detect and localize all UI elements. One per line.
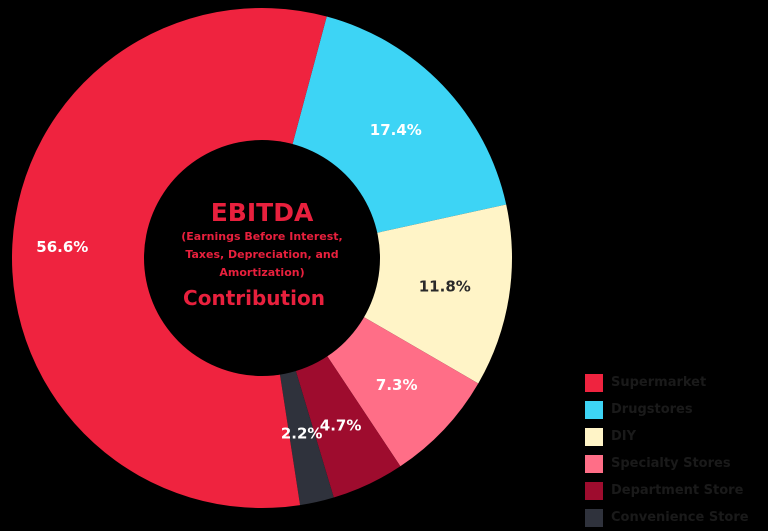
slice-label-supermarket: 56.6% (36, 238, 88, 256)
legend-swatch (585, 373, 603, 392)
slice-label-specialty-stores: 7.3% (376, 376, 418, 394)
center-title: EBITDA (211, 198, 314, 227)
legend-item-diy: DIY (585, 423, 768, 450)
legend-item-specialty-stores: Specialty Stores (585, 450, 768, 477)
legend-item-drugstores: Drugstores (585, 396, 768, 423)
center-subtitle-line-2: Taxes, Depreciation, and (185, 248, 338, 261)
legend-label: Drugstores (611, 402, 693, 417)
slice-label-department-store: 4.7% (320, 416, 362, 434)
legend-swatch (585, 481, 603, 500)
legend-item-convenience-store: Convenience Store (585, 504, 768, 531)
center-footer: Contribution (183, 286, 325, 310)
legend-label: Convenience Store (611, 510, 749, 525)
legend-swatch (585, 427, 603, 446)
slice-label-drugstores: 17.4% (370, 121, 422, 139)
legend-label: Supermarket (611, 375, 707, 390)
legend-item-department-store: Department Store (585, 477, 768, 504)
slice-label-convenience-store: 2.2% (281, 425, 323, 443)
legend-label: Specialty Stores (611, 456, 731, 471)
legend-item-supermarket: Supermarket (585, 369, 768, 396)
slice-labels: 17.4% 11.8% 7.3% 4.7%2.2% 56.6% (36, 121, 471, 442)
legend-label: Department Store (611, 483, 744, 498)
center-subtitle-line-1: (Earnings Before Interest, (181, 230, 343, 243)
legend-swatch (585, 400, 603, 419)
legend-swatch (585, 454, 603, 473)
center-subtitle-line-3: Amortization) (219, 266, 304, 279)
legend-label: DIY (611, 429, 637, 444)
legend-swatch (585, 508, 603, 527)
donut-hole (144, 140, 380, 376)
slice-label-diy: 11.8% (419, 278, 471, 296)
legend: Supermarket Drugstores DIY Specialty Stores… (585, 369, 768, 531)
